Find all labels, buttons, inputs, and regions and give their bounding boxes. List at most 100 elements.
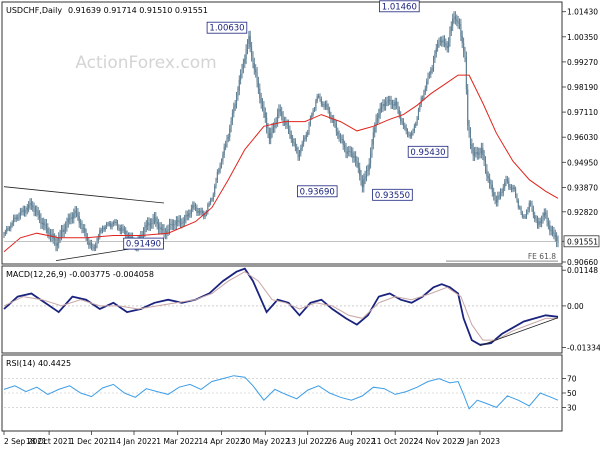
candle-body xyxy=(311,114,313,118)
candle-body xyxy=(149,223,151,226)
candle-body xyxy=(513,187,515,189)
candle-body xyxy=(145,225,147,228)
candle-body xyxy=(122,227,124,230)
candle-body xyxy=(143,232,145,237)
candle-body xyxy=(486,169,488,177)
candle-body xyxy=(304,138,306,139)
candle-body xyxy=(502,187,504,193)
candle-body xyxy=(238,79,240,91)
price-level-label-box xyxy=(379,0,420,13)
candle-body xyxy=(333,118,335,123)
candle-body xyxy=(110,223,112,228)
candle-body xyxy=(494,196,496,200)
x-tick-label: 14 Jan 2022 xyxy=(112,437,157,446)
candle-body xyxy=(285,121,287,125)
candle-body xyxy=(257,82,259,89)
candle-body xyxy=(467,89,469,126)
candle-body xyxy=(534,215,536,219)
candle-body xyxy=(82,228,84,229)
x-tick-label: 30 May 2022 xyxy=(241,437,290,446)
candle-body xyxy=(193,205,195,207)
candle-body xyxy=(270,132,272,139)
candle-body xyxy=(402,121,404,126)
candle-body xyxy=(175,220,177,225)
candle-body xyxy=(446,45,448,48)
candle-body xyxy=(177,220,179,222)
candle-body xyxy=(14,217,16,219)
candle-body xyxy=(386,101,388,103)
candle-body xyxy=(163,229,165,233)
candle-body xyxy=(256,72,258,83)
candle-body xyxy=(155,217,157,222)
candle-body xyxy=(387,100,389,102)
candle-body xyxy=(293,142,295,143)
candle-body xyxy=(179,219,181,224)
sma-line xyxy=(3,74,559,253)
candle-body xyxy=(463,42,465,53)
candle-body xyxy=(342,139,344,146)
candle-body xyxy=(379,107,381,114)
candle-body xyxy=(475,152,477,153)
candle-body xyxy=(173,224,175,226)
macd-layer xyxy=(3,267,559,347)
candle-body xyxy=(231,113,233,122)
candle-body xyxy=(469,132,471,144)
candle-body xyxy=(263,106,265,113)
candle-body xyxy=(6,228,8,232)
candle-body xyxy=(188,213,190,217)
candle-body xyxy=(249,35,251,48)
candle-body xyxy=(359,167,361,176)
candle-body xyxy=(439,40,441,42)
candle-body xyxy=(4,231,6,234)
candle-body xyxy=(460,24,462,36)
candle-body xyxy=(542,216,544,220)
rsi-layer xyxy=(3,375,559,410)
candle-body xyxy=(3,233,5,237)
candle-body xyxy=(62,230,64,232)
candle-body xyxy=(108,223,110,225)
candle-body xyxy=(140,235,142,240)
candle-body xyxy=(222,154,224,162)
candle-body xyxy=(267,128,269,133)
candle-body xyxy=(545,212,547,215)
candle-body xyxy=(506,179,508,181)
candle-body xyxy=(69,218,71,220)
candle-body xyxy=(512,187,514,190)
candle-body xyxy=(33,207,35,212)
price-axis-tick-label: 0.94950 xyxy=(567,158,598,167)
candle-body xyxy=(504,182,506,188)
candle-body xyxy=(450,26,452,32)
candle-body xyxy=(413,125,415,131)
candle-body xyxy=(148,222,150,226)
x-tick-label: 9 Jan 2023 xyxy=(460,437,500,446)
candle-body xyxy=(97,236,99,241)
candle-body xyxy=(417,109,419,118)
candle-body xyxy=(81,224,83,229)
price-level-label: 0.95430 xyxy=(410,148,445,158)
candle-body xyxy=(211,199,213,201)
candle-body xyxy=(195,206,197,208)
candle-body xyxy=(223,146,225,155)
candle-body xyxy=(389,100,391,101)
candle-body xyxy=(95,245,97,248)
candle-body xyxy=(251,47,253,57)
candle-body xyxy=(66,222,68,227)
candle-body xyxy=(36,210,38,212)
candle-body xyxy=(449,31,451,42)
candle-body xyxy=(44,224,46,226)
candle-body xyxy=(405,127,407,132)
candle-body xyxy=(350,151,352,153)
candle-body xyxy=(39,215,41,219)
candle-body xyxy=(394,101,396,106)
candle-body xyxy=(237,90,239,97)
x-tick-label: 2 Sep 2021 xyxy=(4,437,47,446)
candle-body xyxy=(297,150,299,158)
candle-body xyxy=(50,234,52,237)
candle-body xyxy=(480,147,482,154)
trendline-upper xyxy=(3,186,165,204)
candle-body xyxy=(156,221,158,225)
candle-body xyxy=(316,96,318,101)
candle-body xyxy=(99,230,101,237)
candle-body xyxy=(404,125,406,128)
candle-body xyxy=(520,207,522,213)
